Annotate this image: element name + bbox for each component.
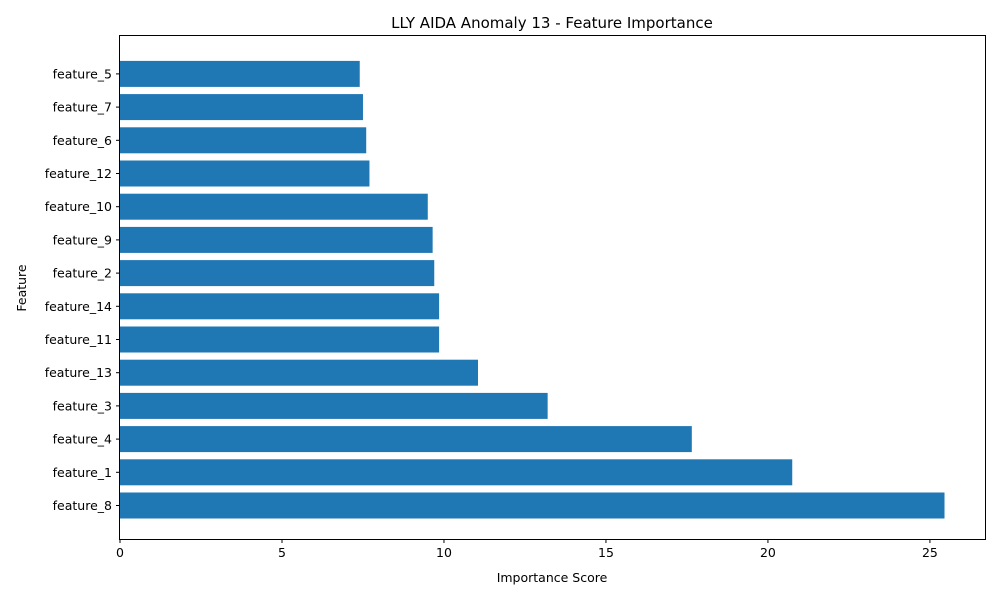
- x-tick-label-20: 20: [760, 545, 776, 560]
- y-tick-label-feature-5: feature_5: [53, 66, 112, 81]
- y-tick-label-feature-8: feature_8: [53, 498, 112, 513]
- y-tick-label-feature-11: feature_11: [45, 332, 112, 347]
- bar-feature-11: [120, 326, 440, 353]
- bar-feature-2: [120, 260, 435, 287]
- x-tick-label-0: 0: [116, 545, 124, 560]
- bar-feature-12: [120, 160, 370, 187]
- bar-feature-10: [120, 193, 428, 220]
- bar-feature-13: [120, 359, 478, 386]
- y-tick-label-feature-6: feature_6: [53, 133, 112, 148]
- bar-feature-4: [120, 426, 692, 453]
- chart-title: LLY AIDA Anomaly 13 - Feature Importance: [391, 14, 713, 32]
- bar-feature-8: [120, 492, 945, 519]
- x-axis-ticks: 0 5 10 15 20 25: [116, 539, 938, 560]
- y-axis-ticks: feature_8 feature_1 feature_4 feature_3 feat…: [45, 66, 120, 513]
- bar-feature-9: [120, 226, 433, 253]
- x-tick-label-10: 10: [436, 545, 452, 560]
- bar-feature-1: [120, 459, 793, 486]
- x-tick-label-25: 25: [922, 545, 938, 560]
- bar-feature-7: [120, 94, 363, 121]
- y-tick-label-feature-9: feature_9: [53, 232, 112, 247]
- bar-feature-6: [120, 127, 367, 154]
- bars-group: [120, 60, 945, 519]
- y-tick-label-feature-10: feature_10: [45, 199, 112, 214]
- x-tick-label-5: 5: [278, 545, 286, 560]
- y-tick-label-feature-12: feature_12: [45, 166, 112, 181]
- x-tick-label-15: 15: [598, 545, 614, 560]
- y-tick-label-feature-4: feature_4: [53, 432, 112, 447]
- y-axis-label: Feature: [14, 264, 29, 312]
- bar-feature-5: [120, 60, 360, 87]
- y-tick-label-feature-1: feature_1: [53, 465, 112, 480]
- y-tick-label-feature-13: feature_13: [45, 365, 112, 380]
- y-tick-label-feature-2: feature_2: [53, 266, 112, 281]
- x-axis-label: Importance Score: [497, 570, 608, 585]
- y-tick-label-feature-3: feature_3: [53, 398, 112, 413]
- plot-frame: [119, 35, 986, 540]
- y-tick-label-feature-14: feature_14: [45, 299, 112, 314]
- bar-feature-14: [120, 293, 440, 320]
- y-tick-label-feature-7: feature_7: [53, 100, 112, 115]
- bar-feature-3: [120, 392, 548, 419]
